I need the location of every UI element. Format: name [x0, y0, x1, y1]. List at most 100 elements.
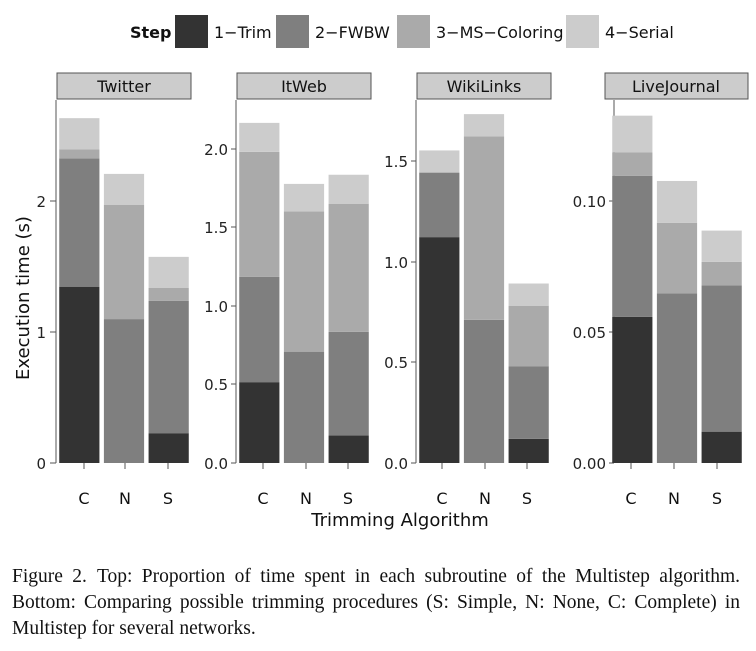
- stacked-bar-chart: Step 1−Trim 2−FWBW 3−MS−Coloring 4−Seria…: [13, 15, 749, 531]
- y-tick-label: 0.5: [204, 376, 228, 394]
- bar-segment-s-2: [328, 331, 369, 436]
- y-tick-label: 0.05: [573, 324, 606, 342]
- bar-segment-s-3: [508, 305, 549, 367]
- y-tick-label: 1.0: [384, 254, 408, 272]
- y-tick-label: 2: [36, 193, 46, 211]
- y-tick-label: 0.10: [573, 193, 606, 211]
- bar-segment-s-1: [508, 438, 549, 463]
- bar-segment-s-1: [701, 431, 742, 463]
- bar-segment-s-3: [701, 261, 742, 286]
- bar-segment-s-2: [148, 300, 189, 434]
- legend-label-fwbw: 2−FWBW: [315, 23, 390, 42]
- bar-segment-n-4: [463, 114, 505, 137]
- x-tick-label: S: [343, 489, 353, 508]
- x-tick-label: S: [163, 489, 173, 508]
- caption-label: Figure 2.: [12, 566, 87, 587]
- bar-segment-c-4: [612, 115, 653, 153]
- bar-segment-c-1: [59, 286, 100, 463]
- bar-segment-n-3: [463, 136, 505, 320]
- legend-label-serial: 4−Serial: [605, 23, 674, 42]
- facet-panel-twitter: 0 1 2 Twitter C N S: [36, 72, 192, 508]
- bar-segment-s-4: [328, 174, 369, 204]
- y-tick-label: 1.5: [204, 219, 228, 237]
- bar-segment-c-1: [419, 237, 460, 463]
- y-tick-label: 0.0: [204, 455, 228, 473]
- facet-title: ItWeb: [281, 77, 327, 96]
- bar-segment-c-3: [239, 151, 280, 277]
- y-tick-label: 1.5: [384, 153, 408, 171]
- bar-segment-n-2: [283, 351, 325, 463]
- x-tick-label: S: [712, 489, 722, 508]
- bar-segment-s-3: [148, 287, 189, 301]
- y-tick-label: 0.00: [573, 455, 606, 473]
- bar-segment-n-2: [463, 319, 505, 463]
- y-tick-label: 0.5: [384, 354, 408, 372]
- x-tick-label: C: [78, 489, 89, 508]
- x-tick-label: N: [479, 489, 491, 508]
- bar-group: [239, 122, 369, 463]
- facet-panel-wikilinks: 0.0 0.5 1.0 1.5 WikiLinks C N S: [384, 72, 552, 508]
- y-tick-label: 1.0: [204, 298, 228, 316]
- y-axis-label: Execution time (s): [13, 216, 34, 380]
- bar-segment-c-1: [239, 382, 280, 463]
- facet-strip: [604, 72, 749, 100]
- bar-segment-n-3: [283, 211, 325, 352]
- bar-segment-s-3: [328, 203, 369, 332]
- bar-segment-c-4: [59, 118, 100, 150]
- bar-segment-s-1: [328, 435, 369, 463]
- bar-group: [612, 115, 742, 463]
- bar-segment-c-2: [612, 175, 653, 317]
- y-tick-label: 1: [36, 324, 46, 342]
- bar-segment-c-2: [419, 172, 460, 238]
- bar-segment-n-4: [656, 180, 698, 223]
- legend: Step 1−Trim 2−FWBW 3−MS−Coloring 4−Seria…: [130, 15, 674, 48]
- facet-title: Twitter: [96, 77, 151, 96]
- figure-caption: Figure 2. Top: Proportion of time spent i…: [12, 564, 740, 642]
- bar-segment-n-4: [103, 173, 145, 206]
- x-tick-label: C: [257, 489, 268, 508]
- bar-segment-n-2: [103, 319, 145, 463]
- legend-swatch-serial: [566, 15, 599, 48]
- legend-label-ms-coloring: 3−MS−Coloring: [436, 23, 563, 42]
- x-tick-label: N: [119, 489, 131, 508]
- x-tick-label: C: [625, 489, 636, 508]
- facet-strip: [236, 72, 372, 100]
- caption-text: Top: Proportion of time spent in each su…: [12, 566, 740, 639]
- bar-segment-s-4: [148, 256, 189, 288]
- facet-strip: [416, 72, 552, 100]
- bar-segment-s-4: [701, 230, 742, 262]
- bar-segment-c-4: [419, 150, 460, 173]
- facet-panel-itweb: 0.0 0.5 1.0 1.5 2.0 ItWeb C N S: [204, 72, 372, 508]
- facet-strip: [56, 72, 192, 100]
- legend-title: Step: [130, 23, 171, 42]
- bar-group: [419, 114, 549, 463]
- y-tick-label: 0.0: [384, 455, 408, 473]
- y-tick-label: 2.0: [204, 141, 228, 159]
- bar-segment-n-4: [283, 183, 325, 212]
- bar-segment-c-2: [239, 276, 280, 383]
- facet-title: WikiLinks: [447, 77, 522, 96]
- legend-swatch-ms-coloring: [397, 15, 430, 48]
- bar-segment-c-4: [239, 122, 280, 152]
- bar-segment-c-1: [612, 316, 653, 463]
- bar-segment-c-2: [59, 158, 100, 287]
- bar-group: [59, 118, 189, 463]
- bar-segment-s-2: [508, 366, 549, 439]
- legend-label-trim: 1−Trim: [214, 23, 272, 42]
- y-tick-label: 0: [36, 455, 46, 473]
- bar-segment-c-3: [59, 149, 100, 159]
- facet-panel-livejournal: 0.00 0.05 0.10 LiveJournal C N S: [573, 72, 749, 508]
- legend-swatch-fwbw: [276, 15, 309, 48]
- x-tick-label: N: [300, 489, 312, 508]
- legend-swatch-trim: [175, 15, 208, 48]
- facet-title: LiveJournal: [632, 77, 720, 96]
- x-tick-label: N: [668, 489, 680, 508]
- x-tick-label: C: [436, 489, 447, 508]
- x-axis-label: Trimming Algorithm: [310, 510, 489, 531]
- bar-segment-s-2: [701, 285, 742, 432]
- x-tick-label: S: [522, 489, 532, 508]
- bar-segment-n-2: [656, 293, 698, 463]
- bar-segment-s-4: [508, 283, 549, 306]
- bar-segment-n-3: [656, 222, 698, 294]
- bar-segment-s-1: [148, 433, 189, 463]
